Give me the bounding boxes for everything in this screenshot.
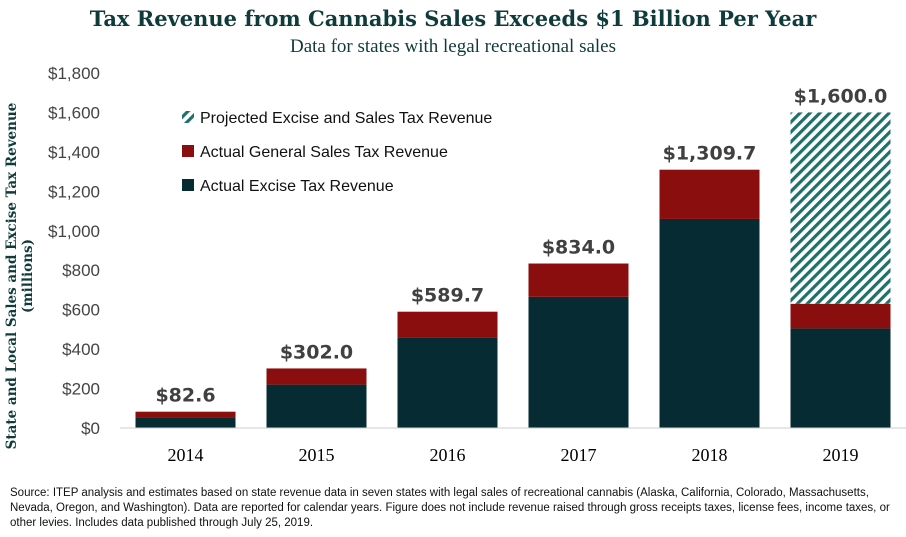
bar-segment: [790, 112, 891, 304]
legend-swatch: [182, 111, 194, 123]
bar-segment: [528, 296, 629, 428]
bar-segment: [397, 337, 498, 428]
y-tick-label: $1,400: [48, 143, 100, 162]
legend-swatch: [182, 145, 194, 157]
legend-swatch: [182, 179, 194, 191]
bar-segment: [528, 263, 629, 297]
x-tick-label: 2019: [823, 445, 859, 465]
y-tick-label: $600: [62, 301, 100, 320]
bar-segment: [266, 368, 367, 385]
bar-segment: [659, 169, 760, 219]
y-tick-label: $400: [62, 340, 100, 359]
chart-title: Tax Revenue from Cannabis Sales Exceeds …: [89, 6, 817, 31]
y-tick-label: $0: [81, 419, 100, 438]
y-tick-label: $1,200: [48, 182, 100, 201]
bar-segment: [790, 303, 891, 329]
bar-segment: [135, 411, 236, 418]
total-data-label: $1,309.7: [663, 143, 757, 165]
x-tick-label: 2017: [561, 445, 597, 465]
legend-label: Actual Excise Tax Revenue: [200, 178, 394, 195]
x-tick-label: 2014: [168, 445, 204, 465]
chart-subtitle: Data for states with legal recreational …: [289, 36, 617, 57]
bar-segment: [266, 384, 367, 428]
total-data-label: $82.6: [155, 385, 215, 407]
y-tick-label: $1,600: [48, 103, 100, 122]
y-tick-label: $200: [62, 380, 100, 399]
x-tick-label: 2018: [692, 445, 728, 465]
stacked-bar-chart: $0 $200 $400 $600 $800 $1,000 $1,200 $1,400 $1,6…: [48, 64, 906, 465]
y-tick-label: $800: [62, 261, 100, 280]
y-tick-label: $1,800: [48, 64, 100, 83]
bar-segment: [397, 311, 498, 338]
x-tick-label: 2016: [430, 445, 466, 465]
total-data-label: $834.0: [542, 237, 615, 259]
bar-segment: [790, 328, 891, 428]
x-tick-label: 2015: [299, 445, 335, 465]
y-tick-label: $1,000: [48, 222, 100, 241]
source-footnote: Source: ITEP analysis and estimates base…: [10, 487, 890, 529]
bar-segment: [659, 218, 760, 428]
legend-label: Projected Excise and Sales Tax Revenue: [200, 110, 492, 127]
total-data-label: $302.0: [280, 341, 353, 363]
total-data-label: $1,600.0: [794, 85, 888, 107]
legend-label: Actual General Sales Tax Revenue: [200, 144, 448, 161]
total-data-label: $589.7: [411, 285, 484, 307]
bar-segment: [135, 417, 236, 428]
